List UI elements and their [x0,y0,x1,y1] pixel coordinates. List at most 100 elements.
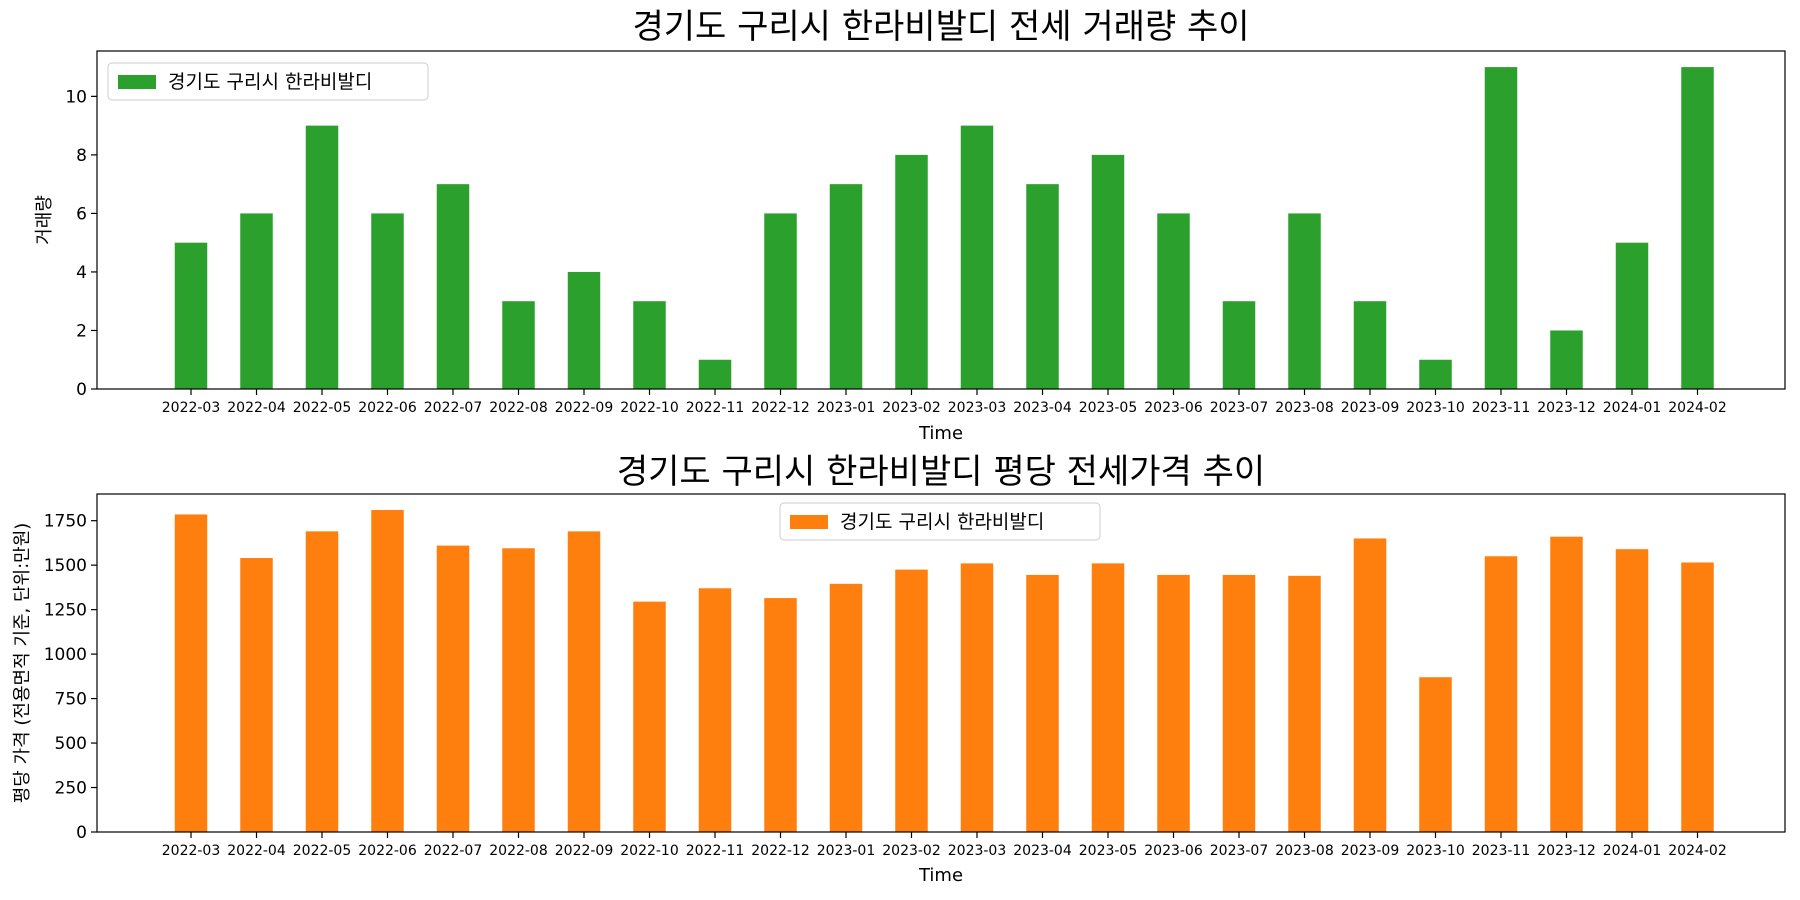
x-tick-label: 2023-01 [817,843,876,859]
y-tick-label: 10 [65,87,87,107]
x-tick-label: 2023-12 [1537,843,1596,859]
bar-2023-04 [1026,184,1059,389]
bar-2022-12 [764,598,797,832]
x-tick-label: 2022-11 [686,843,745,859]
bar-2022-07 [436,545,470,832]
y-tick-label: 4 [76,263,87,283]
bar-2024-02 [1681,67,1714,389]
x-tick-label: 2022-07 [424,400,483,416]
legend-label: 경기도 구리시 한라비발디 [840,511,1044,533]
bars [174,510,1714,832]
x-tick-label: 2022-09 [555,400,614,416]
y-axis-label: 평당 가격 (전용면적 기준, 단위:만원) [12,523,33,804]
y-tick-label: 0 [76,823,87,843]
bar-2022-06 [371,213,404,389]
bar-2023-03 [960,125,994,390]
bar-2022-08 [502,301,535,389]
x-tick-label: 2022-08 [489,400,548,416]
x-tick-label: 2023-11 [1472,400,1531,416]
x-tick-label: 2022-11 [686,400,745,416]
x-tick-label: 2023-09 [1341,843,1400,859]
x-tick-label: 2023-05 [1079,843,1138,859]
x-tick-label: 2023-07 [1210,843,1269,859]
bar-2023-11 [1484,556,1518,832]
legend-label: 경기도 구리시 한라비발디 [168,71,372,93]
y-tick-label: 8 [76,146,87,166]
y-tick-label: 750 [55,690,87,710]
bar-2022-08 [502,548,535,832]
bar-2023-05 [1091,563,1125,832]
y-tick-label: 1250 [44,601,87,621]
bar-2022-10 [633,301,666,389]
y-tick-label: 2 [76,321,87,341]
bar-2022-05 [305,125,339,390]
x-tick-label: 2023-04 [1013,400,1072,416]
bar-2023-12 [1550,330,1583,389]
x-tick-label: 2022-03 [162,843,221,859]
x-tick-label: 2023-08 [1275,843,1334,859]
chart-title: 경기도 구리시 한라비발디 평당 전세가격 추이 [617,452,1265,492]
x-tick-label: 2023-10 [1406,400,1465,416]
y-tick-label: 1000 [44,645,87,665]
bar-2022-03 [174,514,208,832]
bar-2023-08 [1288,575,1321,832]
x-tick-label: 2022-07 [424,843,483,859]
x-tick-label: 2023-03 [948,843,1007,859]
x-tick-label: 2024-01 [1603,400,1662,416]
bar-2022-12 [764,213,797,389]
chart-2: 경기도 구리시 한라비발디 평당 전세가격 추이 0 250 500 750 1000 12… [12,452,1786,886]
y-tick-label: 0 [76,380,87,400]
bar-2022-09 [567,531,601,832]
x-tick-label: 2023-02 [882,843,941,859]
x-tick-label: 2022-10 [620,400,679,416]
bar-2024-01 [1615,549,1649,832]
x-tick-label: 2023-05 [1079,400,1138,416]
bar-2023-01 [829,184,863,389]
legend-box [779,502,1101,541]
bar-2022-10 [633,601,666,832]
y-tick-label: 250 [55,779,87,799]
bar-2023-07 [1222,301,1256,389]
legend-swatch [118,75,156,89]
bar-2023-09 [1353,301,1387,389]
y-axis-label: 거래량 [34,195,55,245]
x-tick-label: 2022-12 [751,843,810,859]
chart-1: 경기도 구리시 한라비발디 전세 거래량 추이 0 2 4 6 8 10 2022-03 202… [34,7,1786,444]
x-tick-label: 2022-04 [227,843,286,859]
bar-2022-07 [436,184,470,389]
y-tick-label: 6 [76,204,87,224]
bar-2022-03 [174,242,208,389]
x-tick-label: 2022-12 [751,400,810,416]
x-tick-label: 2024-02 [1668,400,1727,416]
y-tick-label: 1750 [44,512,87,532]
y-tick-label: 1500 [44,556,87,576]
plot-frame [96,493,1786,833]
y-tick-label: 500 [55,734,87,754]
bar-2023-11 [1484,67,1518,389]
x-tick-label: 2022-05 [293,843,352,859]
x-tick-label: 2022-09 [555,843,614,859]
x-tick-label: 2022-10 [620,843,679,859]
x-tick-label: 2023-11 [1472,843,1531,859]
x-tick-label: 2023-08 [1275,400,1334,416]
x-tick-label: 2023-10 [1406,843,1465,859]
bar-2023-01 [829,583,863,832]
bar-2023-02 [895,154,928,389]
x-tick-label: 2023-12 [1537,400,1596,416]
bar-2024-02 [1681,562,1714,832]
x-tick-label: 2022-04 [227,400,286,416]
bar-2023-07 [1222,574,1256,832]
bar-2023-09 [1353,538,1387,832]
x-tick-label: 2022-06 [358,843,417,859]
x-tick-label: 2023-07 [1210,400,1269,416]
x-axis-label: Time [918,865,963,886]
bar-2023-06 [1157,213,1190,389]
bar-2023-02 [895,569,928,832]
bar-2022-11 [698,359,732,389]
legend: 경기도 구리시 한라비발디 [779,502,1101,541]
x-tick-label: 2022-03 [162,400,221,416]
bar-2024-01 [1615,242,1649,389]
x-tick-label: 2023-06 [1144,843,1203,859]
x-tick-label: 2023-09 [1341,400,1400,416]
